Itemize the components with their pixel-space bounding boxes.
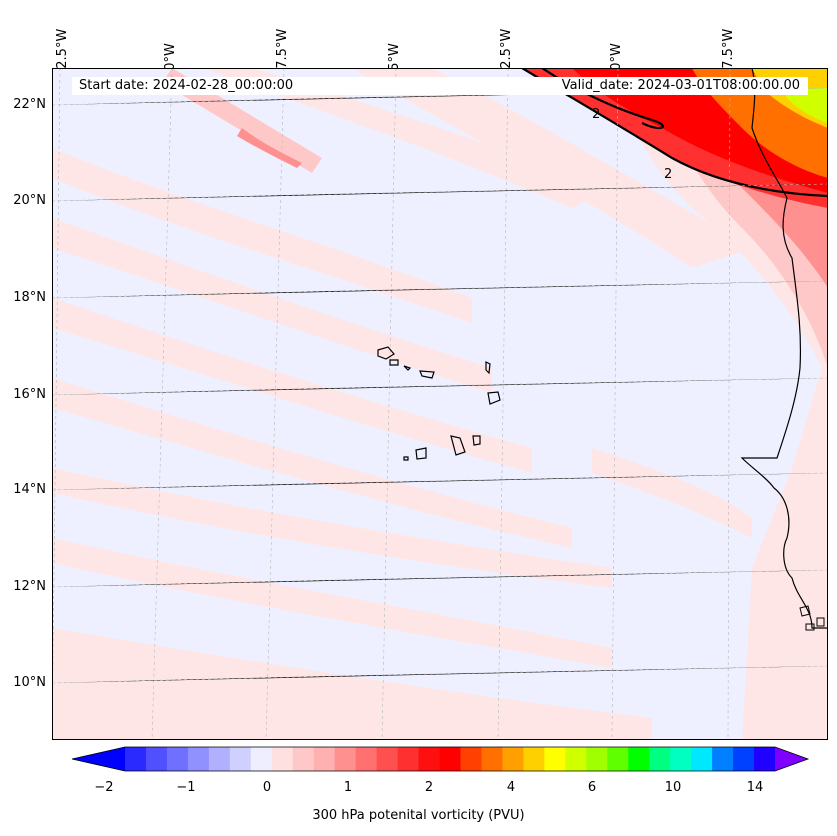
colorbar-swatch [125, 747, 147, 771]
colorbar-swatch [229, 747, 252, 771]
lat-label: 10°N [13, 675, 46, 690]
colorbar-swatch [712, 747, 734, 771]
contour-label: 2 [592, 107, 600, 122]
potential-vorticity-map: 2 2 [52, 68, 828, 740]
map-frame [52, 68, 828, 740]
colorbar-swatch [208, 747, 231, 771]
colorbar-tick: 10 [664, 780, 682, 795]
colorbar-swatch [250, 747, 273, 771]
colorbar-swatch [355, 747, 378, 771]
colorbar-swatch [754, 747, 776, 771]
colorbar-swatch [145, 747, 168, 771]
colorbar-swatch [586, 747, 608, 771]
colorbar-swatch [271, 747, 294, 771]
lat-label: 16°N [13, 387, 46, 402]
colorbar-extend-low [72, 747, 125, 771]
colorbar-swatch [670, 747, 692, 771]
pv-field-ne7 [782, 88, 828, 123]
colorbar-swatch [481, 747, 504, 771]
colorbar-tick: 6 [587, 780, 597, 795]
colorbar-swatch [439, 747, 462, 771]
colorbar-tick: 2 [424, 780, 434, 795]
contour-label: 2 [664, 167, 672, 182]
colorbar-tick: 1 [343, 780, 353, 795]
pv-streak-nw-core [237, 128, 302, 168]
lat-label: 18°N [13, 290, 46, 305]
colorbar-swatch [544, 747, 566, 771]
coastline [740, 68, 828, 629]
cape-verde-islands [377, 346, 501, 461]
colorbar-swatch [376, 747, 399, 771]
colorbar-tick: 14 [746, 780, 764, 795]
colorbar-swatch [523, 747, 545, 771]
colorbar-label: 300 hPa potenital vorticity (PVU) [312, 808, 525, 823]
colorbar-swatch [502, 747, 524, 771]
colorbar-swatch [607, 747, 629, 771]
start-date: Start date: 2024-02-28_00:00:00 [79, 78, 294, 93]
colorbar-swatch [418, 747, 441, 771]
coastal-islands [799, 605, 825, 631]
lat-label: 22°N [13, 97, 46, 112]
valid-date: Valid_date: 2024-03-01T08:00:00.00 [561, 78, 800, 93]
colorbar-swatch [628, 747, 650, 771]
gridlines [52, 68, 828, 740]
colorbar-swatch [334, 747, 357, 771]
lat-label: 14°N [13, 482, 46, 497]
colorbar-swatch [460, 747, 483, 771]
colorbar [71, 746, 810, 772]
colorbar-swatch [166, 747, 189, 771]
lat-label: 12°N [13, 579, 46, 594]
colorbar-swatch [187, 747, 210, 771]
colorbar-tick: 0 [262, 780, 272, 795]
colorbar-tick: −2 [94, 780, 114, 795]
colorbar-swatch [649, 747, 671, 771]
date-info-bar: Start date: 2024-02-28_00:00:00 Valid_da… [72, 77, 808, 95]
lat-label: 20°N [13, 193, 46, 208]
colorbar-tick: −1 [176, 780, 196, 795]
colorbar-swatch [691, 747, 713, 771]
colorbar-extend-high [775, 747, 808, 771]
colorbar-swatch [292, 747, 315, 771]
colorbar-swatch [313, 747, 336, 771]
colorbar-tick: 4 [506, 780, 516, 795]
colorbar-swatch [565, 747, 587, 771]
colorbar-outline [71, 746, 810, 772]
colorbar-swatch [397, 747, 420, 771]
colorbar-swatch [733, 747, 755, 771]
